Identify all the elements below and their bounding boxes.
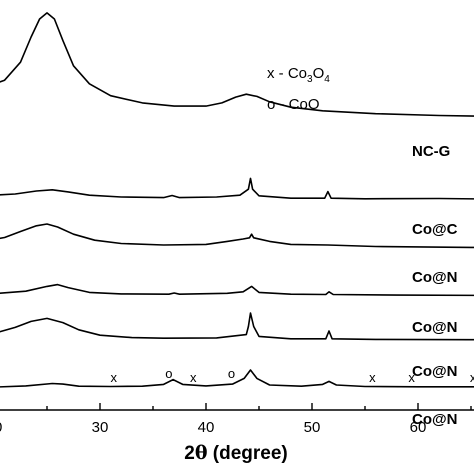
series-curve-2 <box>0 177 474 200</box>
peak-markers: xxoxoxxx <box>111 366 474 385</box>
xlabel-theta: θ <box>195 442 208 464</box>
coo-peak-marker: o <box>228 366 235 381</box>
coo-peak-marker: o <box>165 366 172 381</box>
x-tick-label: 30 <box>92 419 109 436</box>
xlabel-prefix: 2 <box>184 443 195 464</box>
series-label-3: Co@N <box>412 269 457 286</box>
x-tick-label: 40 <box>198 419 215 436</box>
x-tick-label: 60 <box>410 419 427 436</box>
xlabel-suffix: (degree) <box>208 443 288 464</box>
series-curve-1 <box>0 12 474 117</box>
x-tick-label: 50 <box>304 419 321 436</box>
x-tick-label: 20 <box>0 419 2 436</box>
co3o4-peak-marker: x <box>369 370 376 385</box>
series-label-4: Co@N <box>412 319 457 336</box>
series-curve-3 <box>0 223 474 249</box>
series-label-5: Co@N <box>412 363 457 380</box>
co3o4-peak-marker: x <box>408 370 415 385</box>
series-curve-4 <box>0 283 474 297</box>
series-curve-5 <box>0 312 474 341</box>
series-labels: NC-G Co@C Co@N Co@N Co@N Co@N <box>412 143 458 428</box>
co3o4-peak-marker: x <box>470 370 474 385</box>
legend-coo: o - CoO <box>267 96 320 113</box>
legend-co3o4: x - Co3O4 <box>267 65 330 85</box>
curves-layer <box>0 12 474 388</box>
series-label-1: NC-G <box>412 143 450 160</box>
co3o4-peak-marker: x <box>111 370 118 385</box>
legend: x - Co3O4 o - CoO <box>267 65 330 113</box>
co3o4-peak-marker: x <box>190 370 197 385</box>
series-label-2: Co@C <box>412 221 458 238</box>
x-axis-title: 2θ (degree) <box>184 442 288 464</box>
series-label-6: Co@N <box>412 411 457 428</box>
x-axis-ticks: 203040506070 <box>0 403 472 436</box>
series-curve-6 <box>0 369 474 388</box>
